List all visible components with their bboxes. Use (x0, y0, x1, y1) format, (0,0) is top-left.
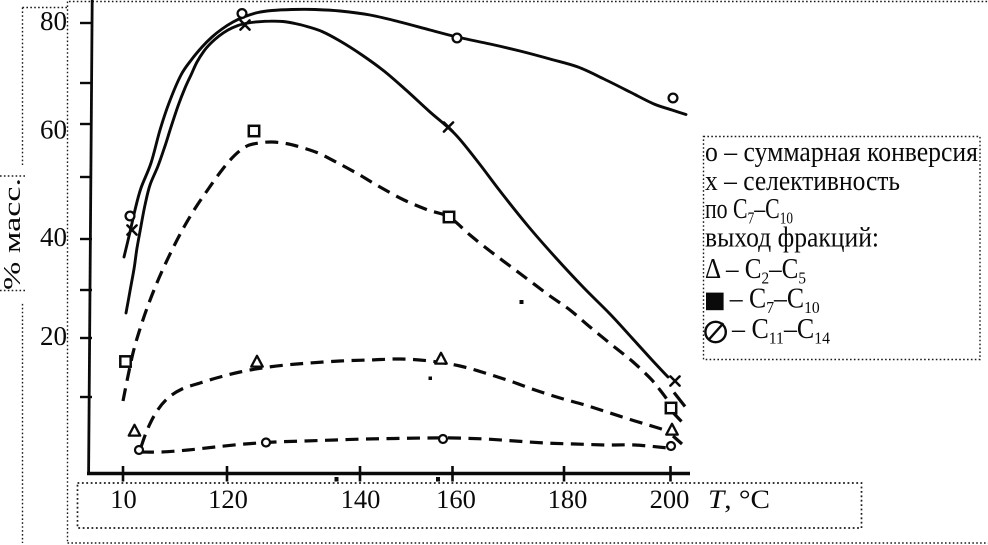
svg-text:120: 120 (208, 484, 248, 514)
svg-text:о – суммарная конверсия: о – суммарная конверсия (705, 137, 978, 168)
svg-text:40: 40 (40, 222, 67, 252)
svg-text:80: 80 (40, 6, 67, 36)
svg-text:– С11​–С14​: – С11​–С14​ (731, 314, 830, 348)
svg-text:160: 160 (436, 484, 476, 514)
svg-text:10: 10 (110, 484, 137, 514)
svg-text:х – селективность: х – селективность (705, 166, 900, 197)
svg-text:по С7​–С10​: по С7​–С10​ (705, 194, 793, 228)
svg-text:% масс.: % масс. (0, 178, 26, 290)
svg-text:180: 180 (548, 484, 588, 514)
svg-text:выход фракций:: выход фракций: (705, 223, 879, 254)
svg-text:60: 60 (40, 115, 67, 145)
svg-text:Δ – С2​–С5​: Δ – С2​–С5​ (705, 254, 806, 288)
svg-text:20: 20 (40, 321, 67, 351)
svg-text:140: 140 (341, 484, 381, 514)
svg-text:T, °C: T, °C (708, 484, 770, 514)
svg-text:200: 200 (650, 484, 690, 514)
